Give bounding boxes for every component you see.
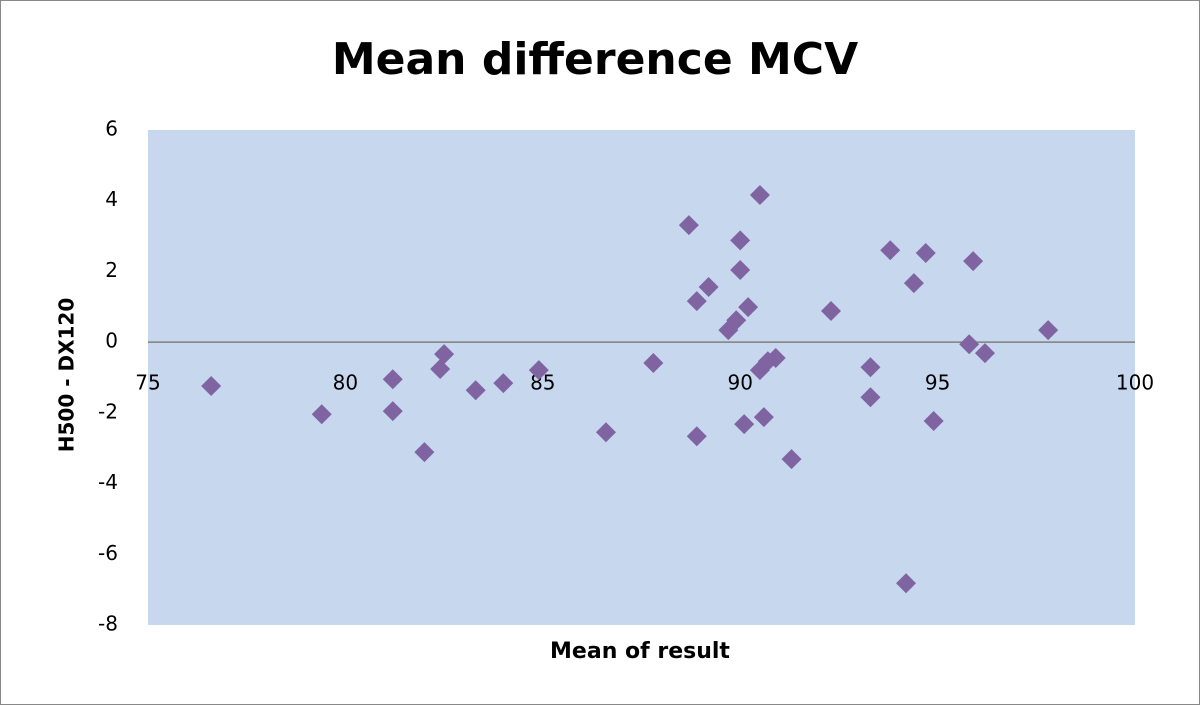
scatter-point [765, 348, 786, 369]
scatter-point [734, 414, 755, 435]
plot-area [148, 130, 1135, 625]
scatter-point [959, 334, 980, 355]
scatter-point [1038, 320, 1059, 341]
scatter-point [896, 573, 917, 594]
scatter-point [738, 297, 759, 318]
y-tick-label: -2 [98, 399, 118, 423]
scatter-point [726, 310, 747, 331]
y-tick-label: 2 [105, 258, 118, 282]
scatter-point [749, 185, 770, 206]
y-tick-label: 0 [105, 329, 118, 353]
scatter-point [686, 426, 707, 447]
scatter-point [698, 276, 719, 297]
scatter-point [923, 410, 944, 431]
scatter-point [678, 215, 699, 236]
scatter-point [860, 357, 881, 378]
y-tick-label: -6 [98, 541, 118, 565]
scatter-point [753, 407, 774, 428]
scatter-point [595, 422, 616, 443]
scatter-point [915, 243, 936, 264]
scatter-point [465, 380, 486, 401]
scatter-point [880, 240, 901, 261]
scatter-point [963, 251, 984, 272]
scatter-point [686, 291, 707, 312]
scatter-point [382, 369, 403, 390]
scatter-point [434, 344, 455, 365]
x-tick-label: 90 [727, 371, 752, 395]
y-axis-label: H500 - DX120 [55, 298, 79, 452]
x-tick-label: 100 [1116, 371, 1154, 395]
x-tick-label: 75 [135, 371, 160, 395]
scatter-point [643, 353, 664, 374]
scatter-point [430, 359, 451, 380]
scatter-point [528, 360, 549, 381]
y-tick-label: 4 [105, 187, 118, 211]
scatter-point [382, 401, 403, 422]
scatter-point [974, 343, 995, 364]
y-tick-label: -4 [98, 470, 118, 494]
scatter-point [730, 230, 751, 251]
x-axis-label: Mean of result [550, 639, 730, 664]
y-tick-label: 6 [105, 117, 118, 141]
x-tick-label: 95 [925, 371, 950, 395]
scatter-point [414, 442, 435, 463]
scatter-point [860, 387, 881, 408]
scatter-point [311, 404, 332, 425]
scatter-point [493, 373, 514, 394]
chart-title: Mean difference MCV [332, 34, 858, 85]
x-tick-label: 80 [333, 371, 358, 395]
scatter-point [903, 273, 924, 294]
scatter-point [821, 301, 842, 322]
scatter-point [730, 260, 751, 281]
scatter-point [781, 449, 802, 470]
y-tick-label: -8 [98, 612, 118, 636]
scatter-point [201, 375, 222, 396]
